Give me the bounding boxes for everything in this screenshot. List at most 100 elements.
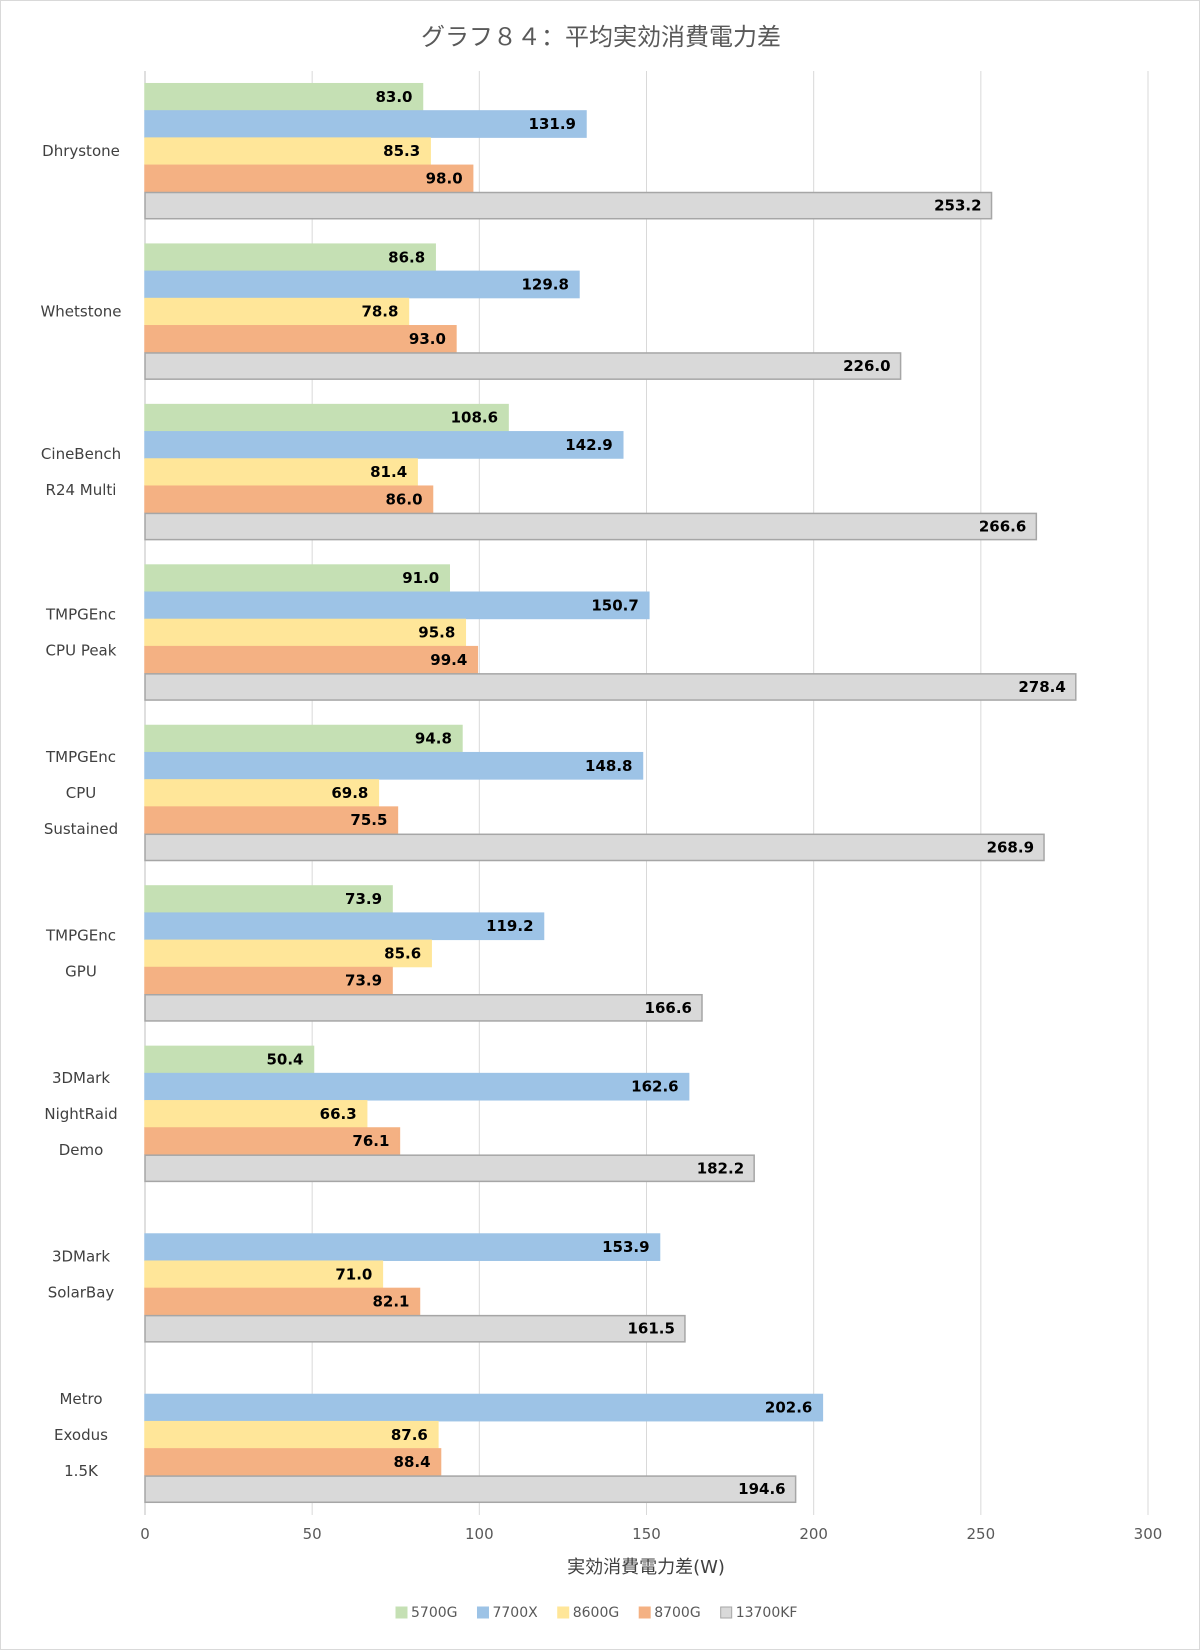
data-label: 73.9 [345, 972, 382, 990]
data-label: 153.9 [602, 1238, 649, 1256]
data-label: 86.0 [386, 490, 423, 508]
data-label: 85.6 [384, 944, 421, 962]
bar-8700G [144, 485, 434, 514]
data-label: 119.2 [486, 917, 533, 935]
bar-5700G [144, 724, 463, 753]
data-label: 95.8 [418, 624, 455, 642]
bar-7700X [144, 1393, 824, 1422]
bar-8700G [144, 325, 457, 353]
data-label: 182.2 [697, 1159, 744, 1177]
data-label: 75.5 [350, 811, 387, 829]
data-label: 150.7 [591, 596, 638, 614]
bar-7700X [144, 591, 650, 620]
legend-label: 8700G [654, 1605, 700, 1621]
legend-swatch-13700KF [720, 1606, 733, 1619]
bar-7700X [144, 751, 644, 780]
category-label: Sustained [44, 820, 118, 838]
bar-8600G [144, 618, 467, 647]
data-label: 94.8 [415, 730, 452, 748]
data-label: 202.6 [765, 1399, 812, 1417]
chart-title: グラフ８４：平均実効消費電力差 [421, 23, 781, 51]
data-label: 85.3 [383, 142, 420, 160]
category-label: CPU Peak [46, 642, 117, 660]
data-label: 108.6 [451, 409, 498, 427]
data-label: 98.0 [426, 169, 463, 187]
x-tick-label: 100 [465, 1525, 494, 1543]
bar-13700KF [144, 993, 703, 1022]
bar-8600G [144, 779, 380, 807]
bar-5700G [144, 1045, 315, 1074]
data-label: 131.9 [529, 115, 576, 133]
category-label: Demo [59, 1141, 104, 1159]
bar-13700KF [144, 352, 902, 380]
data-label: 93.0 [409, 330, 446, 348]
data-label: 99.4 [430, 651, 467, 669]
data-label: 66.3 [320, 1105, 357, 1123]
bar-13700KF [144, 512, 1038, 541]
data-label: 148.8 [585, 757, 632, 775]
x-tick-label: 50 [303, 1525, 322, 1543]
bar-8600G [144, 1100, 368, 1128]
bar-8700G [144, 645, 479, 674]
bar-13700KF [144, 673, 1077, 701]
bar-8600G [144, 297, 410, 326]
data-label: 91.0 [402, 569, 439, 587]
bar-7700X [144, 270, 580, 299]
bar-13700KF [144, 1314, 686, 1343]
bar-13700KF [144, 1475, 797, 1504]
bar-8600G [144, 1260, 384, 1289]
x-tick-labels: 0 50 100 150 200 250 300 [140, 1525, 1162, 1543]
bar-8700G [144, 806, 399, 835]
data-label: 266.6 [979, 518, 1026, 536]
data-labels: 83.0 131.9 85.3 98.0 253.2 86.8 129.8 78.8 93.0 2… [266, 88, 1065, 1498]
bar-7700X [144, 1233, 661, 1261]
category-label: TMPGEnc [45, 926, 116, 944]
data-label: 142.9 [565, 436, 612, 454]
category-label: 3DMark [52, 1069, 110, 1087]
legend-swatch-7700X [476, 1606, 489, 1619]
data-label: 81.4 [370, 463, 407, 481]
category-label: GPU [65, 962, 97, 980]
legend-label: 13700KF [736, 1605, 798, 1621]
bar-5700G [144, 403, 509, 432]
bar-7700X [144, 912, 545, 941]
bar-8700G [144, 1127, 401, 1155]
bar-7700X [144, 1072, 690, 1101]
category-label: Metro [59, 1390, 102, 1408]
category-label: Whetstone [40, 303, 121, 321]
bar-8600G [144, 1420, 439, 1449]
data-label: 88.4 [394, 1453, 431, 1471]
category-label: SolarBay [48, 1283, 115, 1301]
bar-5700G [144, 885, 393, 913]
bar-13700KF [144, 191, 993, 220]
data-label: 78.8 [361, 303, 398, 321]
x-tick-label: 0 [140, 1525, 150, 1543]
bar-5700G [144, 564, 450, 593]
legend-label: 5700G [411, 1605, 457, 1621]
legend-swatch-5700G [395, 1606, 408, 1619]
category-label: TMPGEnc [45, 748, 116, 766]
bar-5700G [144, 82, 424, 111]
bar-8600G [144, 458, 418, 486]
category-labels: Dhrystone Whetstone CineBench R24 Multi TMPG… [40, 142, 121, 1480]
x-tick-label: 200 [799, 1525, 828, 1543]
category-label: Exodus [54, 1426, 108, 1444]
x-tick-label: 300 [1134, 1525, 1163, 1543]
bars [144, 82, 1077, 1504]
category-label: R24 Multi [46, 481, 117, 499]
bar-7700X [144, 110, 587, 138]
bar-8700G [144, 164, 474, 193]
category-label: CineBench [41, 445, 121, 463]
data-label: 278.4 [1018, 678, 1065, 696]
data-label: 87.6 [391, 1426, 428, 1444]
bar-13700KF [144, 1154, 755, 1183]
data-label: 69.8 [331, 784, 368, 802]
data-label: 161.5 [627, 1320, 674, 1338]
legend-swatch-8700G [638, 1606, 651, 1619]
data-label: 253.2 [934, 197, 981, 215]
bar-8700G [144, 1287, 421, 1316]
legend-label: 7700X [492, 1605, 538, 1621]
data-label: 76.1 [352, 1132, 389, 1150]
